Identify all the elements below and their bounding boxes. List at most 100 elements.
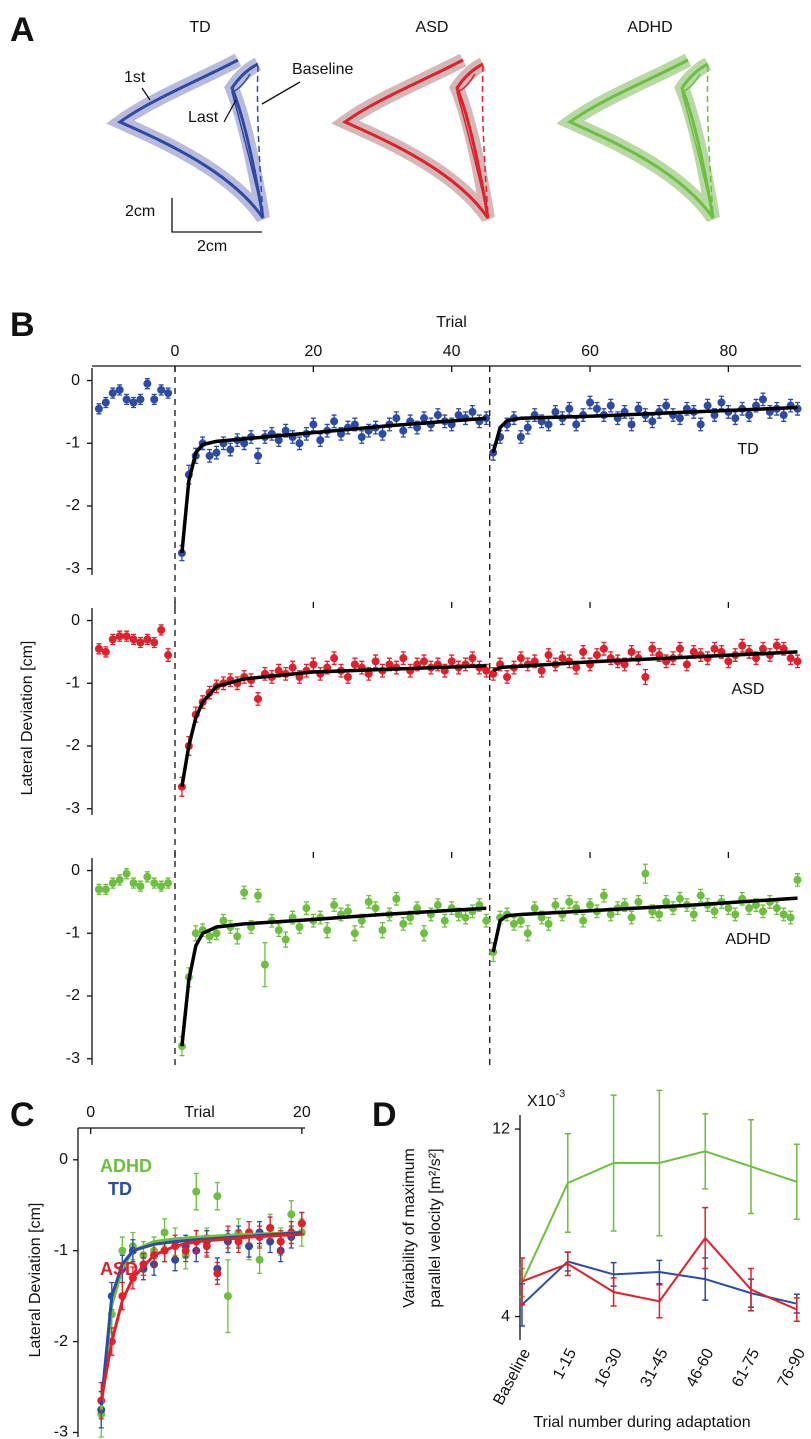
x-axis-title: Trial number during adaptation [533, 1414, 750, 1431]
data-point [136, 882, 145, 891]
data-point [440, 916, 449, 925]
data-point [420, 657, 429, 666]
data-point [343, 673, 352, 681]
data-point [523, 929, 532, 938]
annotation: Last [188, 109, 219, 126]
x-axis-title: Trial [436, 314, 467, 331]
data-point [143, 635, 152, 644]
trajectory-adhd [570, 60, 713, 218]
data-point [489, 669, 498, 678]
data-point [420, 414, 429, 423]
annotation: 1st [124, 69, 146, 86]
data-point [689, 647, 698, 656]
data-point [266, 1237, 275, 1246]
x-axis-title: Trial [184, 1104, 215, 1121]
y-tick-label: -3 [66, 800, 80, 817]
data-point [357, 916, 366, 925]
data-point [565, 897, 574, 906]
axis-multiplier: X10-3 [527, 1088, 565, 1110]
data-point [579, 916, 588, 925]
data-point [164, 651, 173, 660]
data-point [579, 647, 588, 656]
data-point [454, 910, 463, 919]
x-tick-label: 46-60 [683, 1346, 717, 1390]
series-line [521, 1150, 798, 1284]
y-tick-label: -1 [54, 1242, 68, 1259]
y-tick-label: 0 [59, 1151, 68, 1168]
y-axis-title: Variability of maximum [401, 1148, 418, 1308]
leader-line [223, 99, 237, 123]
data-point [226, 445, 235, 454]
data-point [171, 1255, 180, 1264]
data-point [115, 632, 124, 641]
data-point [482, 916, 491, 925]
data-point [752, 901, 761, 910]
data-point [745, 411, 754, 420]
data-point [572, 663, 581, 672]
y-tick-label: -3 [66, 1050, 80, 1067]
data-point [343, 907, 352, 916]
fit-line [180, 663, 487, 788]
data-point [641, 869, 650, 878]
data-point [620, 660, 629, 669]
fit-line [180, 416, 487, 554]
data-point [295, 923, 304, 931]
data-point [157, 385, 166, 394]
scale-label: 2cm [125, 203, 155, 220]
annotation: Baseline [292, 61, 353, 78]
x-tick-label: 61-75 [729, 1346, 763, 1390]
y-tick-label: -2 [66, 497, 80, 514]
data-point [509, 919, 518, 928]
panel-label: B [10, 306, 35, 344]
data-point [115, 385, 124, 394]
legend-label: ASD [100, 1259, 138, 1279]
data-point [606, 401, 615, 410]
data-point [406, 913, 415, 922]
data-point [731, 414, 740, 423]
data-point [544, 919, 553, 928]
data-point [399, 426, 408, 435]
data-point [323, 926, 332, 935]
data-point [433, 901, 442, 910]
data-point [108, 389, 117, 398]
data-point [350, 420, 359, 429]
data-point [350, 660, 359, 669]
data-point [710, 644, 719, 653]
data-point [392, 414, 401, 423]
series-line [521, 1236, 798, 1311]
data-point [606, 910, 615, 919]
data-point [371, 657, 380, 666]
data-point [675, 894, 684, 903]
data-point [254, 451, 263, 460]
y-tick-label: -2 [66, 987, 80, 1004]
y-tick-label: 12 [492, 1120, 510, 1137]
data-point [599, 644, 608, 653]
data-point [233, 932, 242, 941]
data-point [468, 407, 477, 416]
y-tick-label: -3 [66, 560, 80, 577]
data-point [94, 404, 103, 413]
data-point [565, 404, 574, 413]
data-point [772, 904, 781, 913]
data-point [177, 549, 186, 558]
data-point [724, 657, 733, 666]
data-point [793, 875, 802, 884]
data-point [544, 420, 553, 429]
data-point [122, 869, 131, 878]
data-point [205, 451, 214, 460]
data-point [530, 904, 539, 913]
data-point [648, 417, 657, 426]
data-point [164, 389, 173, 398]
data-point [662, 401, 671, 410]
x-tick-label: 20 [293, 1104, 311, 1121]
data-point [191, 929, 200, 938]
data-point [420, 929, 429, 938]
data-point [129, 398, 138, 407]
x-tick-label: 80 [719, 343, 737, 360]
data-point [219, 916, 228, 925]
data-point [101, 647, 110, 656]
data-point [592, 404, 601, 413]
data-point [648, 644, 657, 653]
data-point [309, 420, 318, 429]
